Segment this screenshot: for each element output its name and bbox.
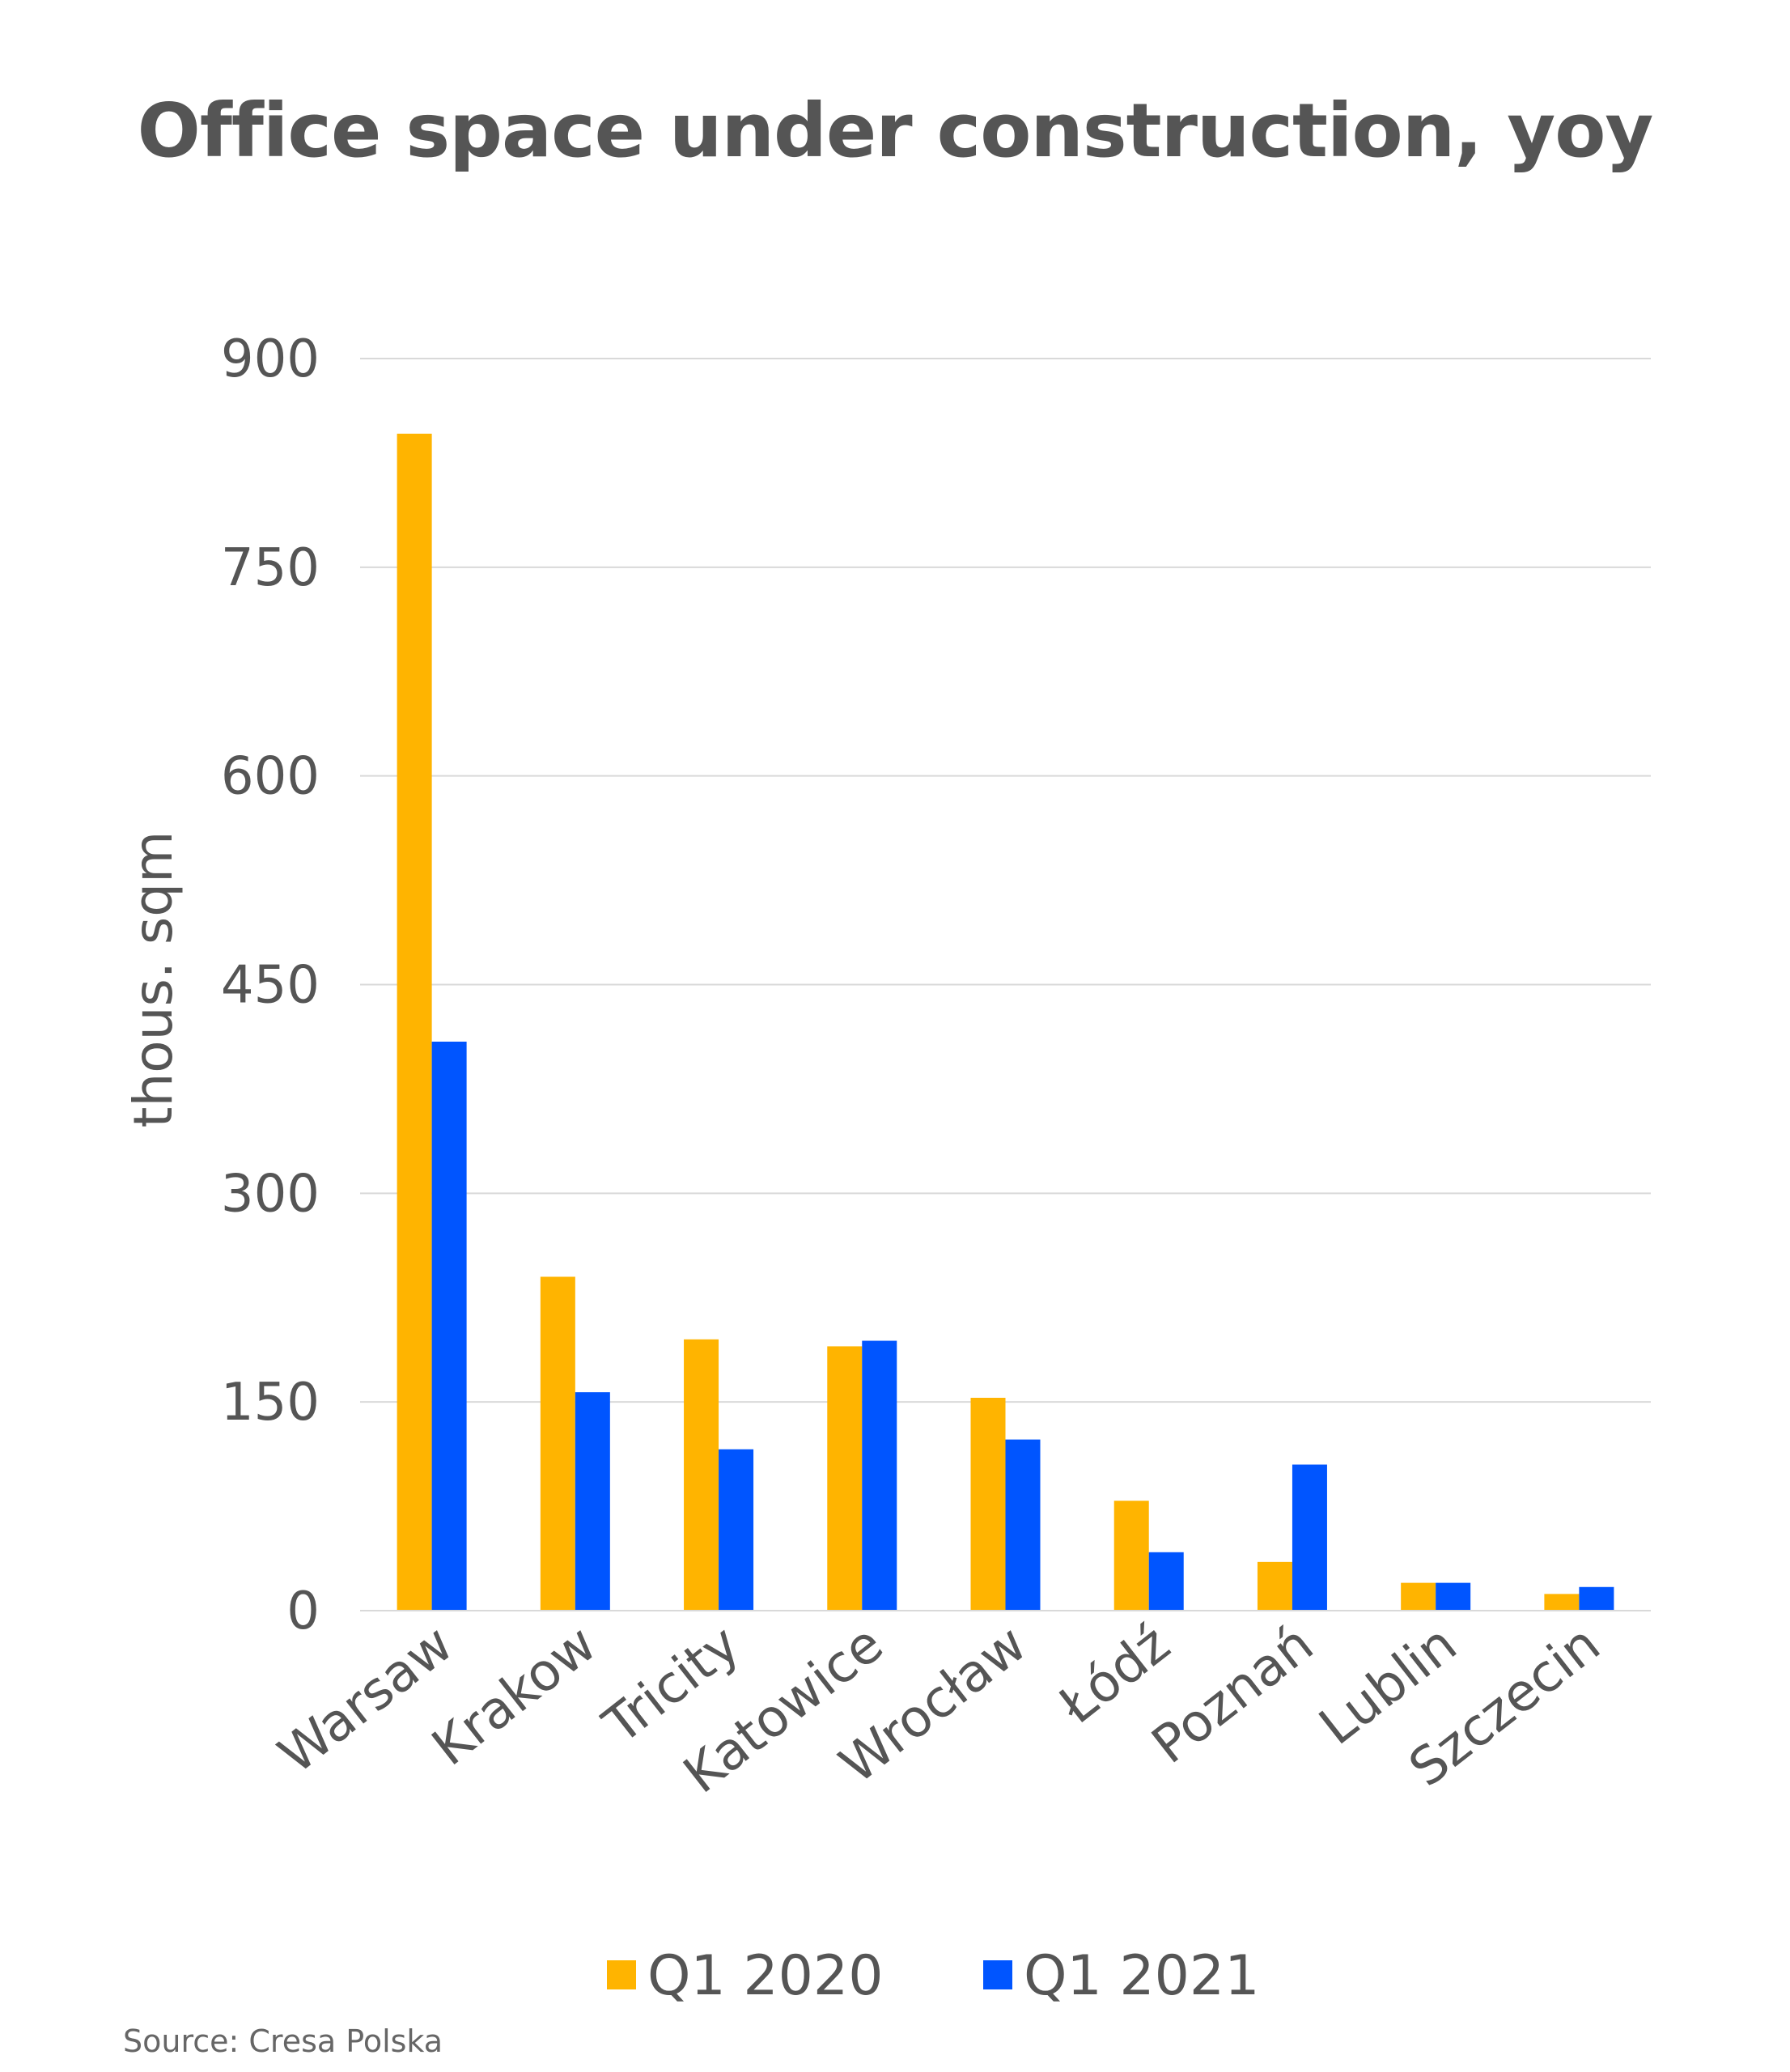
bar-q1-2020-2	[684, 1339, 719, 1611]
bar-q1-2021-6	[1292, 1464, 1327, 1611]
bar-q1-2021-2	[719, 1449, 754, 1611]
bar-q1-2021-5	[1148, 1552, 1184, 1611]
bar-q1-2021-1	[575, 1392, 610, 1611]
y-axis-label: thous. sqm	[122, 831, 185, 1128]
legend-label: Q1 2021	[1024, 1944, 1259, 2008]
legend: Q1 2020 Q1 2021	[607, 1944, 1259, 2008]
y-tick-label: 600	[221, 747, 320, 807]
bar-q1-2020-5	[1113, 1501, 1149, 1611]
bars	[397, 433, 1614, 1611]
legend-swatch	[607, 1960, 636, 1989]
bar-q1-2020-1	[540, 1276, 575, 1611]
bar-q1-2020-7	[1401, 1582, 1436, 1611]
y-tick-label: 900	[221, 329, 320, 389]
y-axis-ticks: 0 150 300 450 600 750 900	[221, 329, 320, 1641]
y-tick-label: 0	[286, 1582, 320, 1641]
y-tick-label: 300	[221, 1164, 320, 1224]
bar-q1-2021-0	[431, 1041, 467, 1611]
y-tick-label: 750	[221, 538, 320, 598]
legend-label: Q1 2020	[647, 1944, 883, 2008]
y-tick-label: 450	[221, 956, 320, 1016]
chart-title: Office space under construction, yoy	[137, 87, 1654, 174]
x-tick-label: Poznań	[1141, 1614, 1324, 1776]
bar-q1-2021-4	[1005, 1439, 1041, 1611]
bar-q1-2020-6	[1257, 1561, 1292, 1611]
bar-q1-2021-3	[862, 1340, 897, 1611]
legend-swatch	[983, 1960, 1012, 1989]
bar-q1-2020-4	[970, 1398, 1006, 1611]
bar-q1-2021-7	[1436, 1582, 1471, 1611]
gridlines	[360, 358, 1651, 1403]
bar-q1-2021-8	[1579, 1586, 1614, 1611]
bar-q1-2020-3	[827, 1346, 863, 1611]
x-tick-label: Krakow	[422, 1614, 608, 1777]
bar-q1-2020-0	[397, 433, 432, 1611]
bar-q1-2020-8	[1544, 1594, 1580, 1611]
y-tick-label: 150	[221, 1373, 320, 1433]
source-note: Source: Cresa Polska	[123, 2023, 443, 2059]
